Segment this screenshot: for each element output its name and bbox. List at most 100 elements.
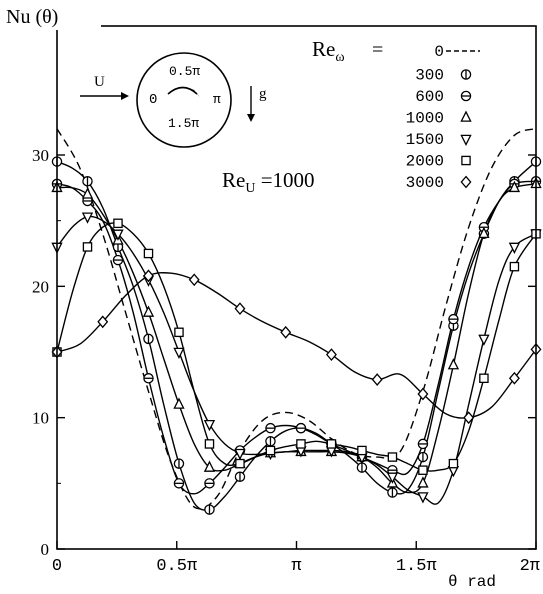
data-point-300 xyxy=(387,487,398,498)
series-markers xyxy=(51,156,542,515)
flow-velocity-label: U xyxy=(94,74,105,90)
x-axis-label: θ rad xyxy=(448,573,496,591)
data-point-1500 xyxy=(417,492,429,504)
inset-left-label: 0 xyxy=(149,92,157,108)
y-tick-label: 10 xyxy=(32,409,49,428)
data-point-1000 xyxy=(203,460,216,472)
plot-frame xyxy=(56,25,537,550)
data-point-3000 xyxy=(97,315,109,329)
data-point-600 xyxy=(417,438,429,450)
data-point-2000 xyxy=(82,242,93,252)
x-tick-label: π xyxy=(291,557,301,576)
tick-marks xyxy=(56,154,537,550)
y-tick-label: 0 xyxy=(41,540,50,559)
data-point-1000 xyxy=(478,226,490,239)
legend-symbol-1000 xyxy=(460,110,472,122)
data-point-1500 xyxy=(478,334,490,346)
data-point-300 xyxy=(356,462,368,473)
series-line-1500 xyxy=(56,215,537,505)
data-point-1000 xyxy=(417,476,429,488)
y-axis-label: Nu (θ) xyxy=(6,6,58,28)
legend-symbol-3000 xyxy=(460,175,472,189)
data-point-600 xyxy=(143,373,154,384)
gravity-label: g xyxy=(259,86,267,102)
inset-right-label: π xyxy=(213,92,221,107)
data-point-2000 xyxy=(113,218,123,229)
data-point-2000 xyxy=(418,465,428,475)
data-point-300 xyxy=(204,504,215,515)
data-point-3000 xyxy=(417,387,429,401)
data-point-3000 xyxy=(188,273,200,287)
data-point-3000 xyxy=(508,371,520,385)
legend-symbol-300 xyxy=(460,69,472,80)
legend-label-600: 600 xyxy=(415,88,444,106)
y-tick-label: 20 xyxy=(32,277,49,296)
data-point-1500 xyxy=(234,448,246,461)
legend-label-300: 300 xyxy=(415,67,444,85)
x-tick-label: 0 xyxy=(52,557,62,576)
legend-label-3000: 3000 xyxy=(406,174,444,192)
data-point-3000 xyxy=(143,269,154,283)
y-tick-labels: 0 10 20 30 xyxy=(32,146,49,559)
data-point-3000 xyxy=(280,325,292,339)
x-tick-label: 2π xyxy=(520,557,540,576)
data-point-2000 xyxy=(296,439,306,449)
data-point-1500 xyxy=(112,229,124,241)
rotation-arc-icon xyxy=(167,86,198,95)
data-point-2000 xyxy=(204,439,215,449)
gravity-arrow-head xyxy=(247,114,255,122)
legend-label-1000: 1000 xyxy=(406,110,444,128)
inset-top-label: 0.5π xyxy=(169,64,200,79)
series-line-0 xyxy=(56,128,537,510)
data-point-600 xyxy=(448,313,459,325)
data-point-1500 xyxy=(508,242,521,254)
data-point-300 xyxy=(143,333,154,345)
legend-label-1500: 1500 xyxy=(406,131,444,149)
data-point-2000 xyxy=(265,445,276,456)
data-point-1000 xyxy=(508,180,521,193)
data-point-2000 xyxy=(387,452,398,462)
legend: Reω = 0 300 600 1000 1500 2000 3000 xyxy=(312,37,480,192)
data-point-2000 xyxy=(357,445,367,456)
data-point-3000 xyxy=(371,373,383,386)
series-line-300 xyxy=(56,160,537,511)
reynolds-u-annotation: ReU =1000 xyxy=(222,168,315,196)
data-point-2000 xyxy=(509,261,520,272)
data-point-2000 xyxy=(143,248,154,259)
data-point-1500 xyxy=(173,347,185,360)
flow-inset-diagram: U 0.5π 0 π 1.5π g xyxy=(80,52,267,148)
data-point-2000 xyxy=(448,458,459,469)
data-point-600 xyxy=(173,478,185,489)
cylinder-circle-icon xyxy=(136,52,232,148)
legend-equals: = xyxy=(372,39,383,61)
legend-label-2000: 2000 xyxy=(406,153,444,171)
ylabel-mask xyxy=(55,22,101,30)
x-tick-labels: 0 0.5π π 1.5π 2π xyxy=(52,557,540,576)
data-point-300 xyxy=(234,471,246,483)
data-point-300 xyxy=(82,176,93,187)
data-point-1000 xyxy=(81,187,94,199)
data-point-1000 xyxy=(173,397,185,409)
data-point-600 xyxy=(265,422,276,434)
data-point-600 xyxy=(82,195,93,207)
series-line-2000 xyxy=(56,222,537,472)
legend-symbol-600 xyxy=(460,90,472,102)
data-point-2000 xyxy=(174,327,184,338)
x-tick-label: 0.5π xyxy=(156,557,197,576)
data-point-1500 xyxy=(386,472,399,484)
inset-bottom-label: 1.5π xyxy=(168,116,199,131)
legend-label-0: 0 xyxy=(434,43,444,61)
rotation-arrow-head xyxy=(192,89,200,97)
data-point-600 xyxy=(295,422,307,434)
data-point-300 xyxy=(265,436,276,447)
data-point-2000 xyxy=(479,373,489,384)
data-point-3000 xyxy=(463,411,475,425)
y-tick-label: 30 xyxy=(32,146,49,165)
data-point-1500 xyxy=(81,212,94,224)
series-line-3000 xyxy=(56,272,537,419)
data-point-1000 xyxy=(447,358,460,370)
data-point-300 xyxy=(417,451,429,463)
data-point-3000 xyxy=(325,348,337,362)
data-point-600 xyxy=(112,254,124,266)
